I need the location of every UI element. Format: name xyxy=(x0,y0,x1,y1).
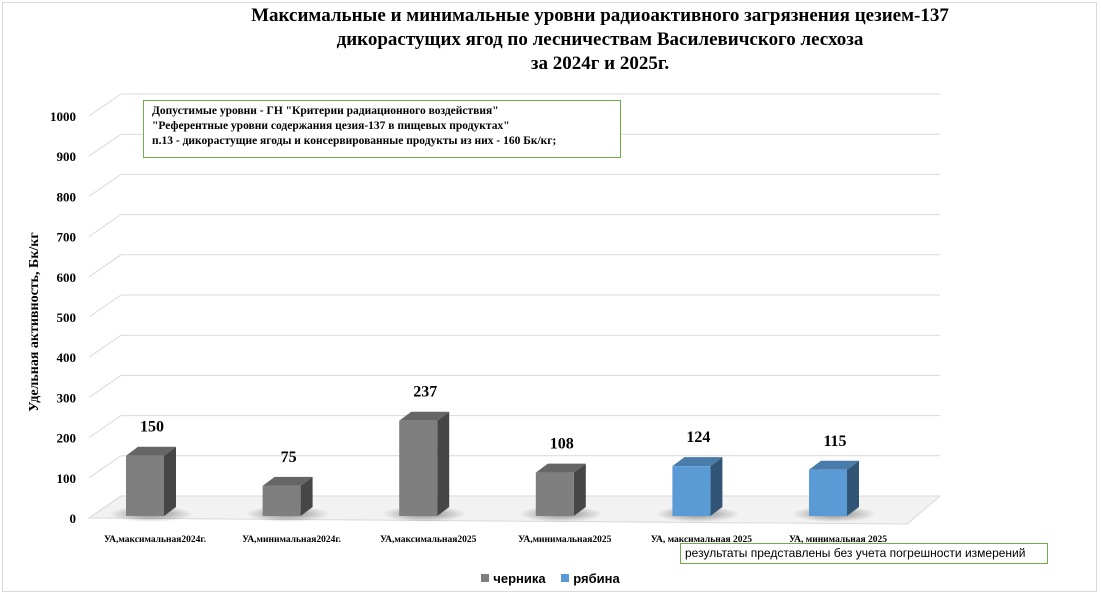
gridline xyxy=(88,133,940,157)
chart-legend: черника рябина xyxy=(0,570,1101,586)
gridline xyxy=(88,254,940,278)
bar-side xyxy=(710,457,723,516)
data-label: 150 xyxy=(140,419,164,436)
y-tick-label: 0 xyxy=(70,511,77,526)
bar xyxy=(672,466,711,516)
regulation-note-box: Допустимые уровни - ГН "Критерии радиаци… xyxy=(143,100,621,158)
bar-side xyxy=(300,476,313,516)
x-tick-label: УА,максимальная2024г. xyxy=(104,535,206,545)
data-label: 108 xyxy=(550,436,574,453)
bar-side xyxy=(437,411,450,516)
y-tick-label: 300 xyxy=(57,390,77,405)
bar xyxy=(809,469,847,516)
legend-swatch-rowan xyxy=(561,574,570,582)
bar xyxy=(535,472,574,516)
bar-top xyxy=(399,411,450,421)
gridline xyxy=(88,374,940,398)
bar-top xyxy=(262,476,313,486)
legend-label-rowan: рябина xyxy=(573,570,620,586)
note-line-1: Допустимые уровни - ГН "Критерии радиаци… xyxy=(152,105,499,117)
x-tick-label: УА,максимальная2025 xyxy=(380,535,477,545)
y-tick-label: 1000 xyxy=(50,109,76,124)
gridline xyxy=(88,334,940,358)
gridline xyxy=(88,93,940,117)
bar xyxy=(126,455,164,516)
x-tick-label: УА, максимальная 2025 xyxy=(651,535,752,545)
y-tick-label: 700 xyxy=(57,230,77,245)
note-line-3: п.13 - дикорастущие ягоды и консервирова… xyxy=(152,135,557,147)
data-label: 124 xyxy=(686,429,710,446)
y-axis-label: Удельная активность, Бк/кг xyxy=(27,232,42,412)
y-tick-label: 400 xyxy=(57,350,77,365)
y-tick-label: 900 xyxy=(57,149,77,164)
gridline xyxy=(88,495,940,519)
gridline xyxy=(88,294,940,318)
y-tick-label: 500 xyxy=(57,310,77,325)
bar-top xyxy=(672,457,723,467)
data-label: 75 xyxy=(281,449,297,466)
data-label: 115 xyxy=(823,433,846,450)
chart-title-line-1: Максимальные и минимальные уровни радиоа… xyxy=(251,5,949,26)
chart-title: Максимальные и минимальные уровни радиоа… xyxy=(150,4,1050,76)
data-label: 237 xyxy=(413,384,437,401)
bar-top xyxy=(535,463,586,473)
x-tick-label: УА, минимальная 2025 xyxy=(789,535,887,545)
legend-label-blueberry: черника xyxy=(493,570,546,586)
gridline xyxy=(88,415,940,439)
bar xyxy=(262,485,301,516)
footnote-box: результаты представлены без учета погреш… xyxy=(680,543,1048,564)
bar xyxy=(399,420,438,516)
bar-side xyxy=(573,463,586,516)
y-tick-label: 800 xyxy=(57,189,77,204)
chart-title-line-3: за 2024г и 2025г. xyxy=(530,53,670,74)
chart-title-line-2: дикорастущих ягод по лесничествам Василе… xyxy=(336,29,864,50)
legend-swatch-blueberry xyxy=(481,574,490,582)
gridline xyxy=(88,455,940,479)
y-tick-label: 600 xyxy=(57,270,77,285)
bar-side xyxy=(164,446,176,516)
legend-item-rowan: рябина xyxy=(561,570,620,586)
bar-top xyxy=(809,460,859,470)
note-line-2: "Референтные уровни содержания цезия-137… xyxy=(152,120,510,132)
legend-item-blueberry: черника xyxy=(481,570,546,586)
x-tick-label: УА,минимальная2024г. xyxy=(242,535,341,545)
gridline xyxy=(88,173,940,197)
y-tick-label: 100 xyxy=(57,471,77,486)
bar-side xyxy=(847,460,859,516)
bar-top xyxy=(126,446,176,456)
x-tick-label: УА,минимальная2025 xyxy=(518,535,611,545)
y-tick-label: 200 xyxy=(57,431,77,446)
gridline xyxy=(88,214,940,238)
